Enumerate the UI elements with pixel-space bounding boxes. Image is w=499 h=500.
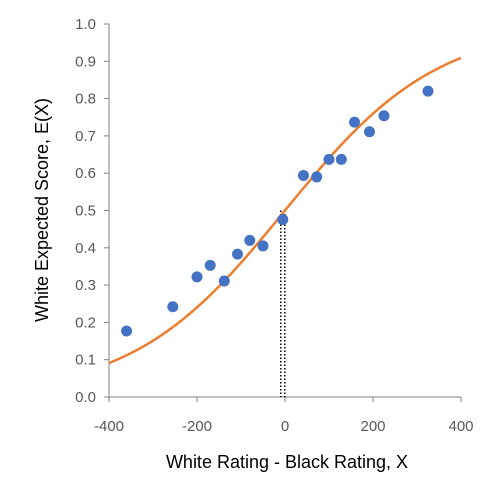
curve-group [108, 56, 462, 365]
x-tick-label: 0 [281, 418, 289, 435]
x-axis-label: White Rating - Black Rating, X [166, 452, 408, 472]
data-point [349, 116, 361, 128]
data-point [363, 126, 375, 138]
data-points [121, 85, 434, 337]
x-axis-tick-labels: -400 -200 0 200 400 [94, 418, 474, 435]
reference-line-group [280, 210, 286, 397]
y-tick-label: 0.8 [75, 91, 96, 108]
y-tick-label: 0.6 [75, 165, 96, 182]
y-tick-label: 0.0 [75, 389, 96, 406]
x-tick-label: -400 [94, 418, 124, 435]
data-point [422, 85, 434, 97]
data-point [257, 240, 269, 252]
data-point [244, 234, 256, 246]
data-point [297, 169, 309, 181]
y-axis-label: White Expected Score, E(X) [32, 98, 52, 322]
data-point [167, 301, 179, 313]
data-point [218, 275, 230, 287]
y-tick-label: 0.9 [75, 53, 96, 70]
data-point [204, 259, 216, 271]
data-point [378, 110, 390, 122]
y-tick-label: 0.4 [75, 240, 96, 257]
y-tick-label: 1.0 [75, 16, 96, 33]
data-point [231, 248, 243, 260]
data-point [335, 153, 347, 165]
x-tick-label: -200 [182, 418, 212, 435]
x-tick-label: 400 [448, 418, 473, 435]
y-tick-label: 0.1 [75, 352, 96, 369]
x-tick-label: 200 [360, 418, 385, 435]
fitted-curve [108, 56, 462, 365]
y-tick-label: 0.3 [75, 277, 96, 294]
data-point [191, 271, 203, 283]
y-axis-tick-labels: 0.0 0.1 0.2 0.3 0.4 0.5 0.6 0.7 0.8 0.9 1.0 [75, 16, 96, 406]
data-point [121, 325, 133, 337]
y-tick-label: 0.2 [75, 314, 96, 331]
y-tick-label: 0.7 [75, 128, 96, 145]
data-point [311, 171, 323, 183]
y-tick-label: 0.5 [75, 203, 96, 220]
data-point [277, 213, 289, 225]
data-point [323, 153, 335, 165]
